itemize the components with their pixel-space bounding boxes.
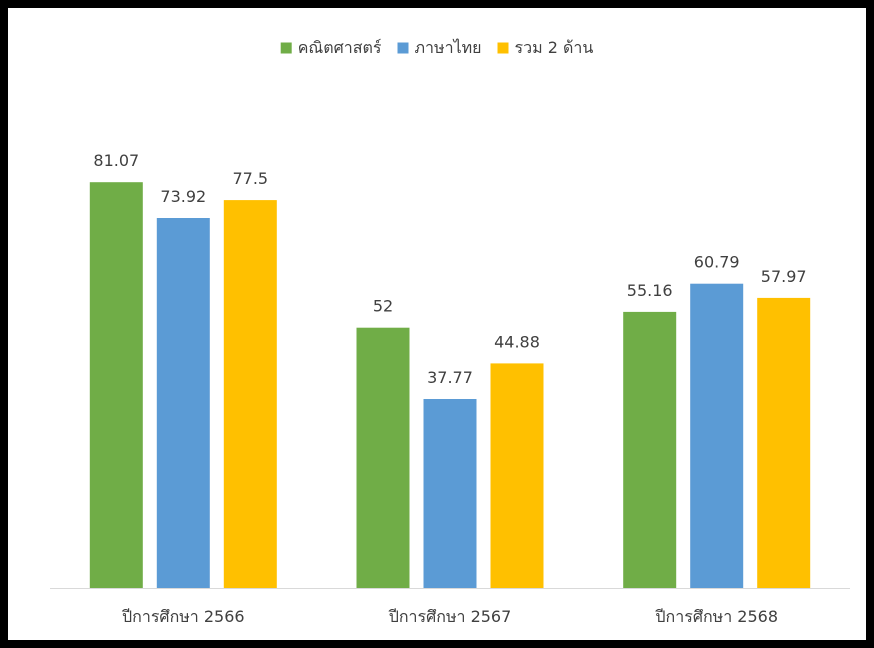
legend-label-1: ภาษาไทย	[415, 38, 482, 57]
bar-s2-c2	[757, 297, 811, 588]
x-tick-label-2: ปีการศึกษา 2568	[655, 607, 778, 626]
bar-s1-c1	[423, 399, 477, 588]
data-label-s0-c2: 55.16	[627, 281, 673, 300]
data-label-s0-c1: 52	[373, 297, 393, 316]
data-label-s2-c0: 77.5	[232, 169, 268, 188]
bar-s0-c0	[89, 182, 143, 588]
bar-s0-c1	[356, 327, 410, 588]
x-tick-label-0: ปีการศึกษา 2566	[122, 607, 245, 626]
bar-s0-c2	[623, 311, 677, 588]
data-label-s1-c1: 37.77	[427, 368, 473, 387]
legend: คณิตศาสตร์ ภาษาไทย รวม 2 ด้าน	[280, 38, 594, 57]
bar-chart: คณิตศาสตร์ ภาษาไทย รวม 2 ด้าน 81.07 73.92 77…	[50, 38, 850, 626]
bar-s1-c0	[156, 218, 210, 588]
chart-panel: คณิตศาสตร์ ภาษาไทย รวม 2 ด้าน 81.07 73.92 77…	[8, 8, 866, 640]
bar-s2-c0	[223, 200, 277, 588]
data-label-s2-c2: 57.97	[761, 267, 807, 286]
legend-swatch-0	[280, 42, 292, 54]
legend-swatch-1	[397, 42, 409, 54]
legend-label-0: คณิตศาสตร์	[298, 38, 382, 57]
value-labels: 81.07 73.92 77.5 52 37.77 44.88 55.16 60.79 57.9…	[93, 151, 806, 387]
legend-label-2: รวม 2 ด้าน	[515, 38, 594, 57]
x-tick-labels: ปีการศึกษา 2566 ปีการศึกษา 2567 ปีการศึกษา…	[122, 607, 778, 626]
data-label-s0-c0: 81.07	[93, 151, 139, 170]
data-label-s1-c0: 73.92	[160, 187, 206, 206]
legend-swatch-2	[497, 42, 509, 54]
bars	[89, 182, 811, 588]
data-label-s2-c1: 44.88	[494, 332, 540, 351]
bar-s2-c1	[490, 363, 544, 588]
data-label-s1-c2: 60.79	[694, 253, 740, 272]
bar-s1-c2	[690, 283, 744, 588]
x-tick-label-1: ปีการศึกษา 2567	[388, 607, 511, 626]
